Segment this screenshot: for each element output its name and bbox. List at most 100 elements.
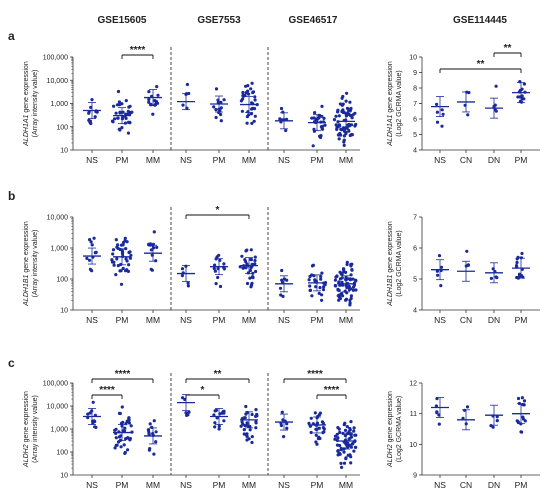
data-point [279,106,284,111]
data-point [254,408,258,412]
data-point [308,288,313,292]
category-label-ns: NS [278,480,290,490]
data-point [122,429,127,433]
data-point [341,102,345,106]
data-point [239,424,243,428]
data-point [112,263,116,267]
data-point [114,238,118,242]
data-point [111,248,116,252]
data-point [123,450,127,455]
y-tick-label: 4 [413,308,417,315]
y-axis-label-units: (Array intensity value) [32,395,39,463]
data-point [522,97,526,101]
data-point [311,144,315,148]
data-point [89,105,93,109]
data-point [322,285,326,289]
category-label-pm: PM [116,315,129,325]
category-label-ns: NS [278,315,290,325]
data-point [127,263,131,267]
data-point [244,249,248,253]
data-point [254,269,258,274]
data-point [245,281,250,286]
category-label-ns: NS [86,480,98,490]
data-point [90,243,94,247]
data-point [110,258,114,262]
data-point [519,100,524,104]
data-point [246,89,250,93]
y-axis-label-text: gene expression [23,221,30,274]
data-point [342,138,346,142]
data-point [253,262,257,266]
data-point [249,248,253,252]
category-label-ns: NS [434,480,446,490]
data-point [154,430,158,434]
data-point [317,426,321,430]
data-point [307,278,311,282]
data-point [346,453,350,457]
data-point [345,262,349,267]
data-point [213,263,217,267]
category-label-mm: MM [339,480,353,490]
data-point [212,267,216,271]
y-tick-label: 5 [413,277,417,284]
data-point [440,108,444,112]
data-point [147,97,151,102]
data-point [187,410,191,414]
data-point [310,294,314,298]
data-point [515,275,519,280]
data-point [351,277,355,281]
data-point [126,269,130,273]
data-point [317,291,321,295]
y-axis-label-text: gene expression [387,391,394,444]
data-point [114,111,118,115]
panel-letter: c [8,356,15,370]
data-point [180,267,185,271]
category-label-mm: MM [242,155,256,165]
data-point [212,413,216,417]
y-tick-label: 12 [409,381,417,388]
y-tick-label: 10 [409,442,417,449]
y-tick-label: 1,000 [50,101,68,108]
data-point [147,100,151,104]
y-axis-label-gene: ALDH1A1 [387,115,394,147]
data-point [336,436,340,440]
data-point [116,89,121,94]
category-label-mm: MM [146,315,160,325]
data-point [216,275,220,280]
data-point [333,278,337,282]
data-point [245,421,249,425]
data-point [252,119,256,123]
y-axis-label-text: gene expression [23,391,30,444]
data-point [493,103,497,107]
data-point [351,288,355,292]
data-point [253,114,257,118]
data-point [338,443,342,448]
category-label-mm: MM [146,480,160,490]
data-point [336,133,340,137]
data-point [520,396,525,400]
y-tick-label: 11 [410,411,417,418]
data-point [249,285,253,289]
data-point [335,127,339,131]
data-point [128,121,132,125]
significance-label: ** [504,43,512,54]
data-point [86,412,90,416]
data-point [349,455,353,459]
data-point [250,281,254,285]
data-point [519,430,523,434]
data-point [121,420,125,424]
data-point [440,124,444,128]
data-point [348,278,352,282]
data-point [341,108,345,112]
data-point [126,109,130,113]
data-point [129,424,133,428]
data-point [517,274,522,278]
data-point [217,424,221,428]
data-point [495,415,499,419]
panel-b: b 10 100 1,000 10,000 ALDH1B1 gene expression… [8,189,360,325]
y-axis-label: ALDH1B1 gene expression [23,221,30,307]
data-point [222,262,226,266]
data-point [219,112,223,117]
panel-letter: a [8,29,15,43]
data-point [214,115,218,120]
